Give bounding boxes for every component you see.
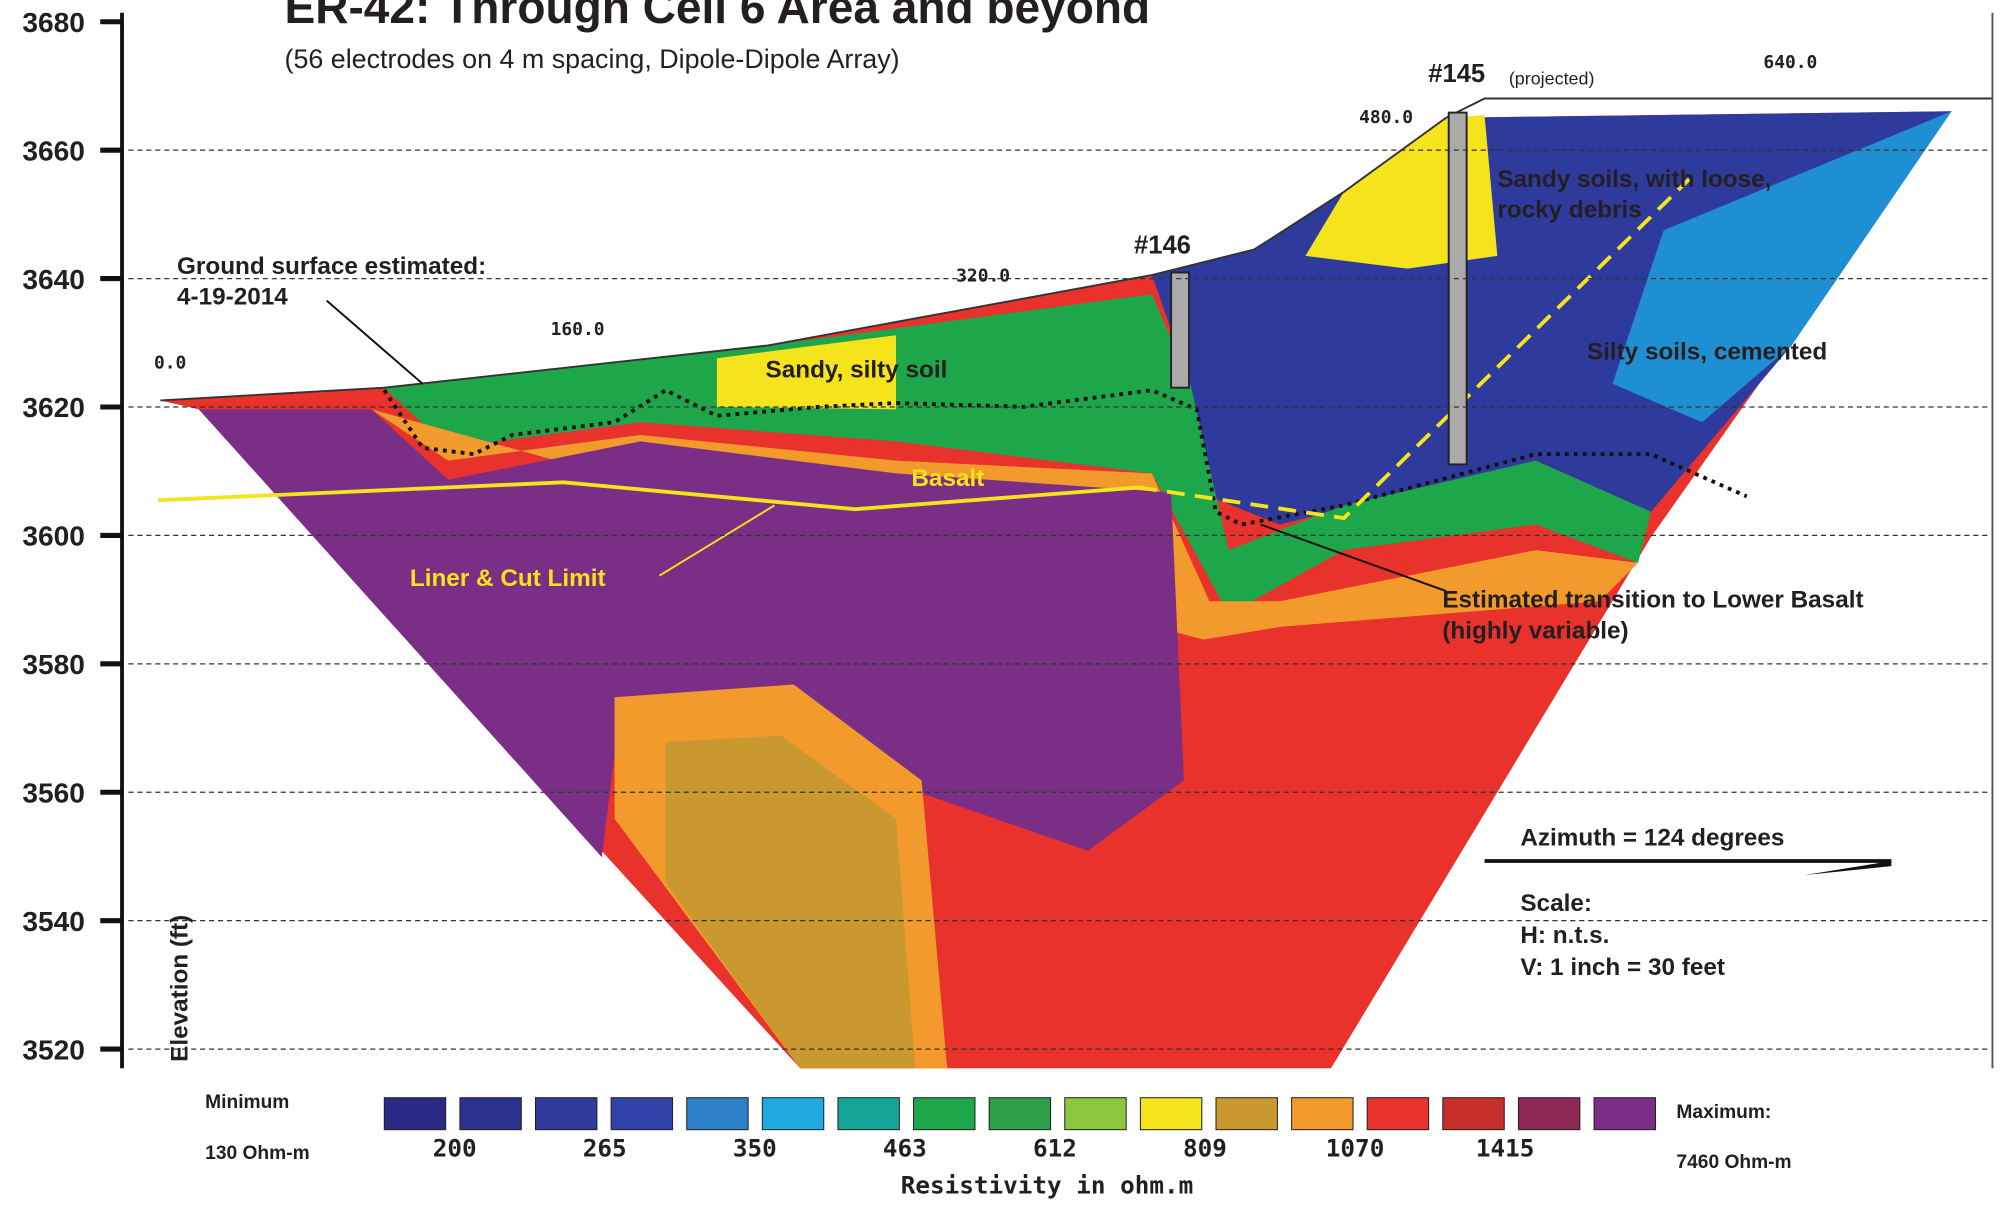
ground-leader: [326, 299, 424, 385]
ground-surface-line: [160, 97, 1993, 402]
y-axis-label: Elevation (ft): [166, 915, 193, 1062]
liner-cut-limit: [157, 480, 1140, 512]
y-tick-label: 3680: [22, 7, 85, 38]
annotation: V: 1 inch = 30 feet: [1520, 954, 1725, 981]
azimuth-arrow: [1804, 861, 1892, 876]
annotation: H: n.t.s.: [1520, 922, 1609, 949]
liner-cut-limit-dashed: [1138, 177, 1691, 521]
liner-leader: [658, 504, 775, 577]
legend-label: 463: [883, 1134, 927, 1163]
well-note: (projected): [1509, 68, 1595, 88]
legend-label: 265: [583, 1134, 627, 1163]
legend-label: 350: [733, 1134, 777, 1163]
annotation: Azimuth = 124 degrees: [1520, 825, 1784, 852]
color-swatch: [1593, 1097, 1656, 1131]
section-brown-block: [665, 735, 916, 1069]
legend-label: 200: [433, 1134, 477, 1163]
color-swatch: [534, 1097, 598, 1131]
color-swatch: [686, 1097, 749, 1131]
color-swatch: [1215, 1097, 1278, 1131]
x-label: 320.0: [956, 265, 1010, 286]
color-swatch: [1366, 1097, 1430, 1131]
section-lightblue: [1612, 111, 1952, 423]
legend: Minimum 130 Ohm-m Maximum: 7460 Ohm-m Re…: [205, 1092, 1791, 1200]
resistivity-section: [120, 12, 1994, 1069]
legend-max-title: Maximum:: [1676, 1102, 1771, 1123]
annotation: (highly variable): [1442, 617, 1628, 644]
annotation: Sandy, silty soil: [766, 356, 948, 383]
annotation: Sandy soils, with loose,: [1497, 166, 1771, 193]
y-tick-label: 3640: [22, 264, 85, 295]
annotation: Scale:: [1520, 890, 1592, 917]
y-tick-label: 3580: [22, 649, 85, 680]
well-146: [1170, 271, 1190, 389]
legend-min-value: 130 Ohm-m: [205, 1143, 310, 1164]
y-tick-label: 3620: [22, 392, 85, 423]
y-tick-label: 3600: [22, 521, 85, 552]
title: ER-42: Through Cell 6 Area and beyond: [284, 0, 1150, 33]
annotation: Silty soils, cemented: [1587, 339, 1827, 366]
color-swatch: [1064, 1097, 1127, 1131]
y-tick-label: 3540: [22, 906, 85, 937]
legend-axis-title: Resistivity in ohm.m: [901, 1171, 1194, 1200]
color-swatch: [383, 1097, 447, 1131]
color-swatch: [761, 1097, 825, 1131]
x-label: 0.0: [154, 352, 186, 373]
annotation: Estimated transition to Lower Basalt: [1442, 587, 1863, 614]
subtitle: (56 electrodes on 4 m spacing, Dipole-Di…: [284, 44, 899, 74]
legend-label: 809: [1183, 1134, 1227, 1163]
annotation: Basalt: [911, 465, 984, 492]
section-purple: [198, 409, 1184, 858]
annotation: Ground surface estimated:: [177, 253, 486, 280]
legend-max-value: 7460 Ohm-m: [1676, 1152, 1791, 1173]
well-label: #146: [1134, 231, 1191, 259]
color-swatch: [913, 1097, 976, 1131]
y-tick-label: 3560: [22, 777, 85, 808]
annotation: Liner & Cut Limit: [410, 565, 606, 592]
transition-leader: [1260, 523, 1447, 592]
basalt-boundary: [382, 388, 1748, 527]
x-label: 640.0: [1763, 52, 1817, 73]
legend-label: 1070: [1326, 1134, 1385, 1163]
color-swatch: [837, 1097, 900, 1131]
color-swatch: [610, 1097, 674, 1131]
legend-label: 612: [1033, 1134, 1077, 1163]
annotation: 4-19-2014: [177, 283, 288, 310]
x-label: 160.0: [551, 319, 605, 340]
section-green-band: [384, 294, 1651, 615]
section-yellow-top: [1305, 115, 1498, 269]
legend-label: 1415: [1476, 1134, 1535, 1163]
y-tick-label: 3520: [22, 1034, 85, 1065]
annotation: rocky debris: [1497, 196, 1642, 223]
color-swatch: [1291, 1097, 1354, 1131]
y-axis: 3680 3660 3640 3620 3600 3580 3560 3540 3520: [22, 7, 1990, 1065]
color-swatch: [988, 1097, 1052, 1131]
color-swatch: [1442, 1097, 1505, 1131]
color-swatch: [1517, 1097, 1581, 1131]
legend-min-title: Minimum: [205, 1092, 289, 1113]
section-yellow-soil: [716, 335, 897, 410]
color-swatch: [1139, 1097, 1203, 1131]
y-tick-label: 3660: [22, 135, 85, 166]
color-swatch: [459, 1097, 522, 1131]
x-label: 480.0: [1359, 107, 1413, 128]
well-label: #145: [1428, 60, 1485, 88]
well-145: [1447, 111, 1468, 466]
